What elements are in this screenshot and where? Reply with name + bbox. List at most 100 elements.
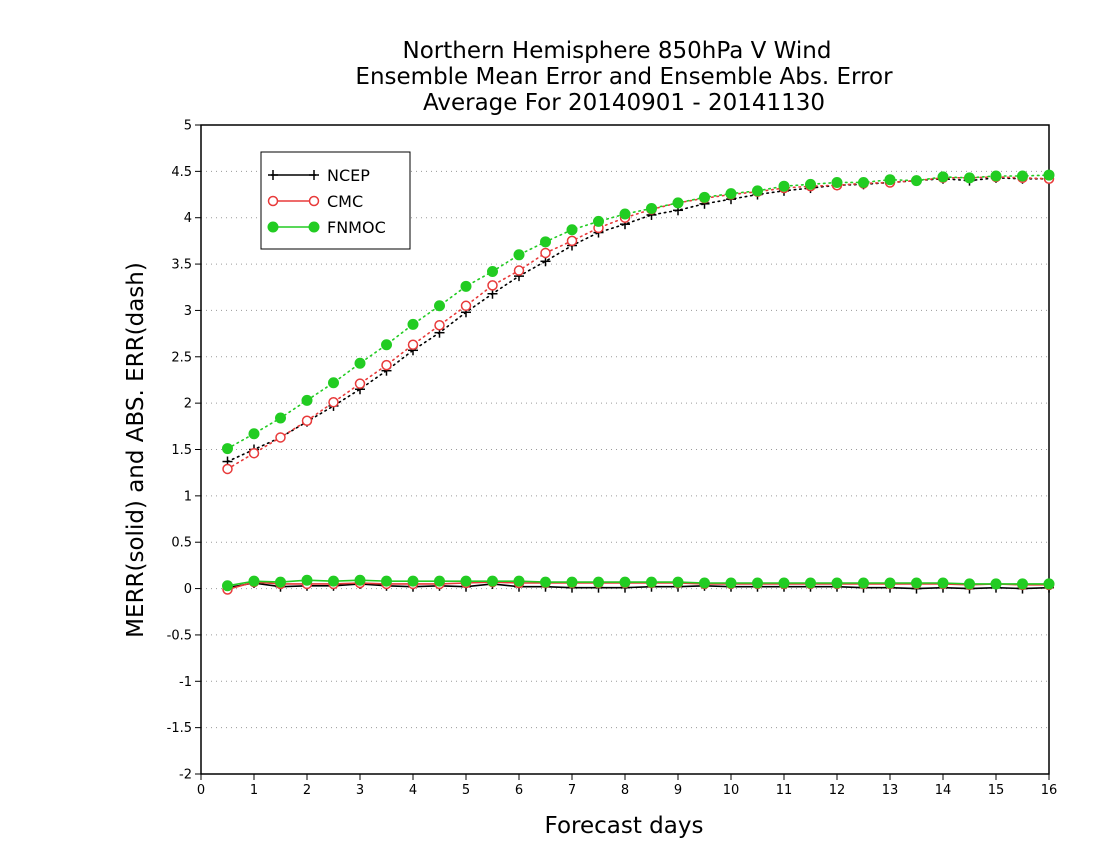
legend-marker-ncep <box>268 170 278 180</box>
mean-err-point-fnmoc <box>566 576 578 588</box>
series-area <box>222 169 1055 595</box>
gridlines <box>201 170 1049 729</box>
mean-err-point-fnmoc <box>460 575 472 587</box>
abs-err-point-cmc <box>301 415 313 427</box>
abs-err-point-cmc <box>460 300 472 312</box>
y-tick-label: 5 <box>184 119 192 134</box>
abs-err-point-fnmoc <box>381 339 392 351</box>
abs-err-point-fnmoc <box>1017 170 1028 182</box>
y-tick-label: -1 <box>179 675 192 690</box>
abs-err-point-fnmoc <box>937 171 949 183</box>
mean-err-point-fnmoc <box>222 580 233 592</box>
x-tick-label: 9 <box>674 783 682 798</box>
legend-marker-ncep <box>309 170 319 180</box>
y-tick-label: 0.5 <box>171 536 192 551</box>
abs-err-point-cmc <box>540 247 551 259</box>
legend: NCEP CMC FNMOC <box>260 151 411 250</box>
mean-err-point-fnmoc <box>328 575 339 587</box>
legend-marker-cmc <box>308 195 320 207</box>
abs-err-point-fnmoc <box>566 224 578 236</box>
abs-err-point-fnmoc <box>646 202 657 214</box>
legend-label-ncep: NCEP <box>327 166 370 185</box>
abs-err-point-cmc <box>381 359 392 371</box>
mean-err-point-fnmoc <box>407 575 419 587</box>
y-tick-label: -0.5 <box>167 628 192 643</box>
mean-err-point-fnmoc <box>725 577 737 589</box>
y-tick-label: 1.5 <box>171 443 192 458</box>
x-tick-label: 7 <box>568 783 576 798</box>
abs-err-point-fnmoc <box>434 300 445 312</box>
abs-err-point-cmc <box>222 463 233 475</box>
mean-err-point-fnmoc <box>381 575 392 587</box>
legend-marker-fnmoc <box>308 221 320 233</box>
mean-err-point-fnmoc <box>354 574 366 586</box>
y-axis-label: MERR(solid) and ABS. ERR(dash) <box>123 262 149 638</box>
mean-err-point-fnmoc <box>884 577 896 589</box>
y-tick-label: 0 <box>184 582 192 597</box>
mean-err-point-fnmoc <box>699 577 710 589</box>
x-tick-label: 8 <box>621 783 629 798</box>
x-tick-label: 11 <box>776 783 793 798</box>
mean-err-point-fnmoc <box>1043 578 1055 590</box>
abs-err-point-fnmoc <box>248 428 260 440</box>
x-tick-label: 2 <box>303 783 311 798</box>
abs-err-point-fnmoc <box>858 176 869 188</box>
x-tick-label: 15 <box>988 783 1005 798</box>
x-tick-label: 4 <box>409 783 417 798</box>
title-line-1: Northern Hemisphere 850hPa V Wind <box>403 38 832 64</box>
legend-marker-fnmoc <box>267 221 279 233</box>
abs-err-point-fnmoc <box>725 188 737 200</box>
chart-title: Northern Hemisphere 850hPa V Wind Ensemb… <box>355 38 893 116</box>
abs-err-point-fnmoc <box>487 265 498 277</box>
x-tick-label: 1 <box>250 783 258 798</box>
x-tick-label: 10 <box>723 783 740 798</box>
mean-err-point-fnmoc <box>858 577 869 589</box>
mean-err-point-fnmoc <box>275 576 286 588</box>
abs-err-point-fnmoc <box>805 178 816 190</box>
x-tick-label: 6 <box>515 783 523 798</box>
mean-err-point-fnmoc <box>487 575 498 587</box>
mean-err-point-fnmoc <box>964 578 975 590</box>
y-tick-label: 2 <box>184 397 192 412</box>
x-tick-label: 12 <box>829 783 846 798</box>
legend-item-fnmoc: FNMOC <box>267 218 386 237</box>
legend-marker-cmc <box>267 195 279 207</box>
x-tick-label: 16 <box>1041 783 1058 798</box>
y-axis: -2 -1.5 -1 -0.5 0 0.5 1 1.5 2 2.5 3 3.5 4 4.5 5 <box>167 119 201 783</box>
y-tick-label: 4.5 <box>171 165 192 180</box>
y-tick-label: 4 <box>184 211 192 226</box>
title-line-2: Ensemble Mean Error and Ensemble Abs. Er… <box>355 64 893 90</box>
abs-err-point-fnmoc <box>964 172 975 184</box>
legend-label-fnmoc: FNMOC <box>327 218 386 237</box>
mean-err-point-fnmoc <box>752 577 763 589</box>
abs-err-point-fnmoc <box>354 357 366 369</box>
abs-err-point-cmc <box>434 320 445 331</box>
mean-err-point-fnmoc <box>831 577 843 589</box>
mean-err-point-fnmoc <box>911 577 922 589</box>
abs-err-point-cmc <box>275 432 286 443</box>
abs-err-point-cmc <box>487 280 498 291</box>
mean-err-point-fnmoc <box>619 576 631 588</box>
x-tick-label: 13 <box>882 783 899 798</box>
x-tick-label: 3 <box>356 783 364 798</box>
mean-err-point-fnmoc <box>937 577 949 589</box>
y-tick-label: -1.5 <box>167 721 192 736</box>
x-tick-label: 14 <box>935 783 952 798</box>
y-tick-label: -2 <box>179 768 192 783</box>
abs-err-point-fnmoc <box>407 318 419 330</box>
abs-err-point-fnmoc <box>699 191 710 203</box>
abs-err-point-fnmoc <box>990 170 1002 182</box>
abs-err-point-fnmoc <box>831 176 843 188</box>
abs-err-point-fnmoc <box>593 215 604 227</box>
y-tick-label: 1 <box>184 489 192 504</box>
abs-err-point-cmc <box>566 235 578 247</box>
mean-err-point-fnmoc <box>672 576 684 588</box>
abs-err-point-fnmoc <box>540 236 551 248</box>
abs-err-point-fnmoc <box>778 180 790 192</box>
abs-err-point-cmc <box>354 378 366 389</box>
abs-err-point-cmc <box>407 339 419 350</box>
y-tick-label: 2.5 <box>171 350 192 365</box>
mean-err-point-fnmoc <box>301 574 313 586</box>
abs-err-point-fnmoc <box>752 185 763 197</box>
